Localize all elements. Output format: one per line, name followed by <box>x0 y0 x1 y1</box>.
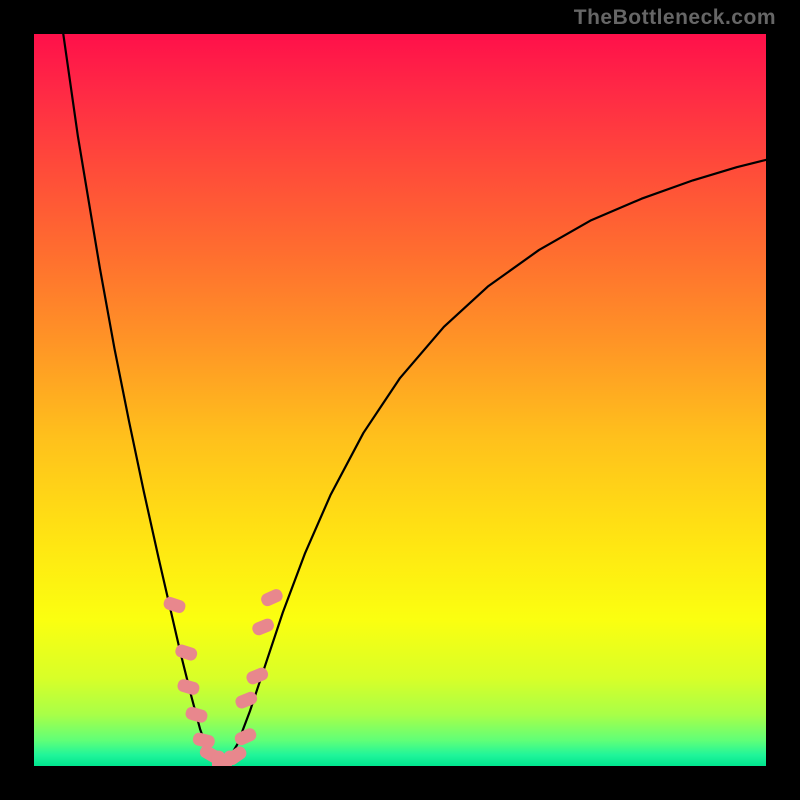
chart-overlay-svg <box>34 34 766 766</box>
data-marker <box>162 595 187 614</box>
plot-area <box>34 34 766 766</box>
data-marker <box>174 643 199 662</box>
watermark-text: TheBottleneck.com <box>574 6 776 30</box>
bottleneck-curve <box>63 34 766 766</box>
data-marker <box>184 705 209 724</box>
chart-frame: TheBottleneck.com <box>0 0 800 800</box>
data-marker <box>245 666 270 686</box>
data-marker <box>259 587 284 608</box>
data-marker <box>176 678 201 697</box>
data-marker <box>250 617 275 637</box>
